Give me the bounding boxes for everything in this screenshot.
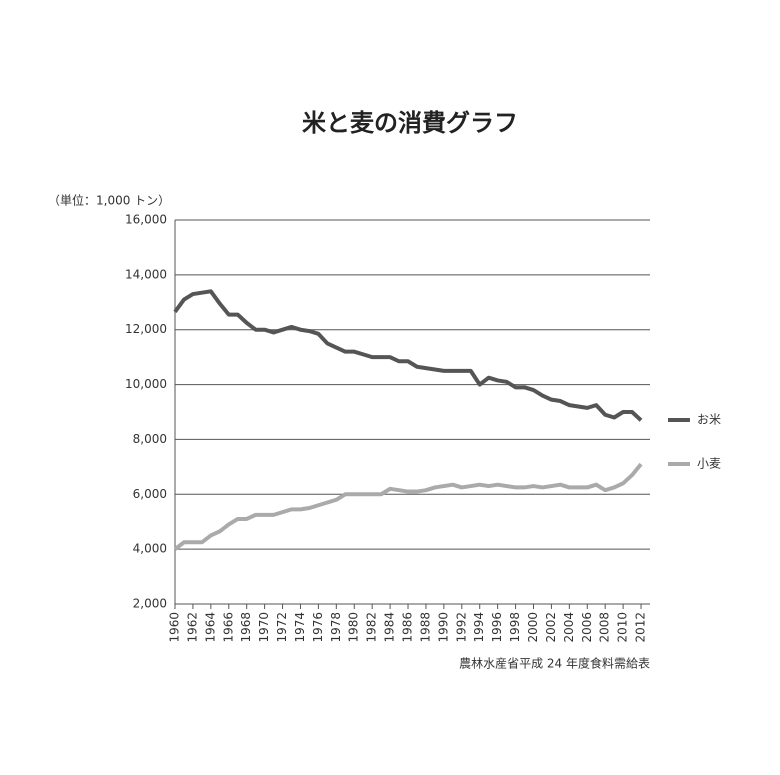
x-tick-label: 1968 — [239, 612, 253, 643]
source: 農林水産省平成 24 年度食料需給表 — [459, 656, 650, 671]
x-tick-label: 2006 — [580, 612, 594, 643]
x-tick-label: 1976 — [311, 612, 325, 643]
x-tick-label: 1994 — [472, 612, 486, 643]
x-tick-label: 2002 — [544, 612, 558, 643]
x-tick-label: 1974 — [293, 612, 307, 643]
y-unit: （単位：1,000 トン） — [48, 193, 170, 208]
x-tick-label: 1964 — [203, 612, 217, 643]
y-tick-label: 4,000 — [133, 542, 167, 556]
series-line — [173, 462, 643, 551]
x-tick-label: 1986 — [401, 612, 415, 643]
x-tick-label: 1982 — [365, 612, 379, 643]
x-tick-label: 2008 — [598, 612, 612, 643]
x-tick-label: 1990 — [436, 612, 450, 643]
y-tick-label: 12,000 — [125, 322, 167, 336]
legend-label: お米 — [697, 413, 721, 427]
chart-title: 米と麦の消費グラフ — [302, 109, 518, 137]
x-tick-label: 1980 — [347, 612, 361, 643]
x-tick-label: 2004 — [562, 612, 576, 643]
y-tick-label: 10,000 — [125, 377, 167, 391]
x-tick-label: 1996 — [490, 612, 504, 643]
x-tick-label: 2010 — [616, 612, 630, 643]
y-tick-label: 2,000 — [133, 597, 167, 611]
y-tick-label: 16,000 — [125, 213, 167, 227]
y-tick-label: 6,000 — [133, 487, 167, 501]
series-line — [173, 289, 643, 422]
y-tick-label: 14,000 — [125, 267, 167, 281]
x-tick-label: 2000 — [526, 612, 540, 643]
x-tick-label: 2012 — [634, 612, 648, 643]
x-tick-label: 1988 — [418, 612, 432, 643]
x-tick-label: 1984 — [383, 612, 397, 643]
legend-label: 小麦 — [697, 457, 721, 471]
x-tick-label: 1992 — [454, 612, 468, 643]
y-tick-label: 8,000 — [133, 432, 167, 446]
x-tick-label: 1962 — [185, 612, 199, 643]
x-tick-label: 1972 — [275, 612, 289, 643]
x-tick-label: 1966 — [221, 612, 235, 643]
x-tick-label: 1970 — [257, 612, 271, 643]
x-tick-label: 1978 — [329, 612, 343, 643]
x-tick-label: 1998 — [508, 612, 522, 643]
x-tick-label: 1960 — [168, 612, 182, 643]
